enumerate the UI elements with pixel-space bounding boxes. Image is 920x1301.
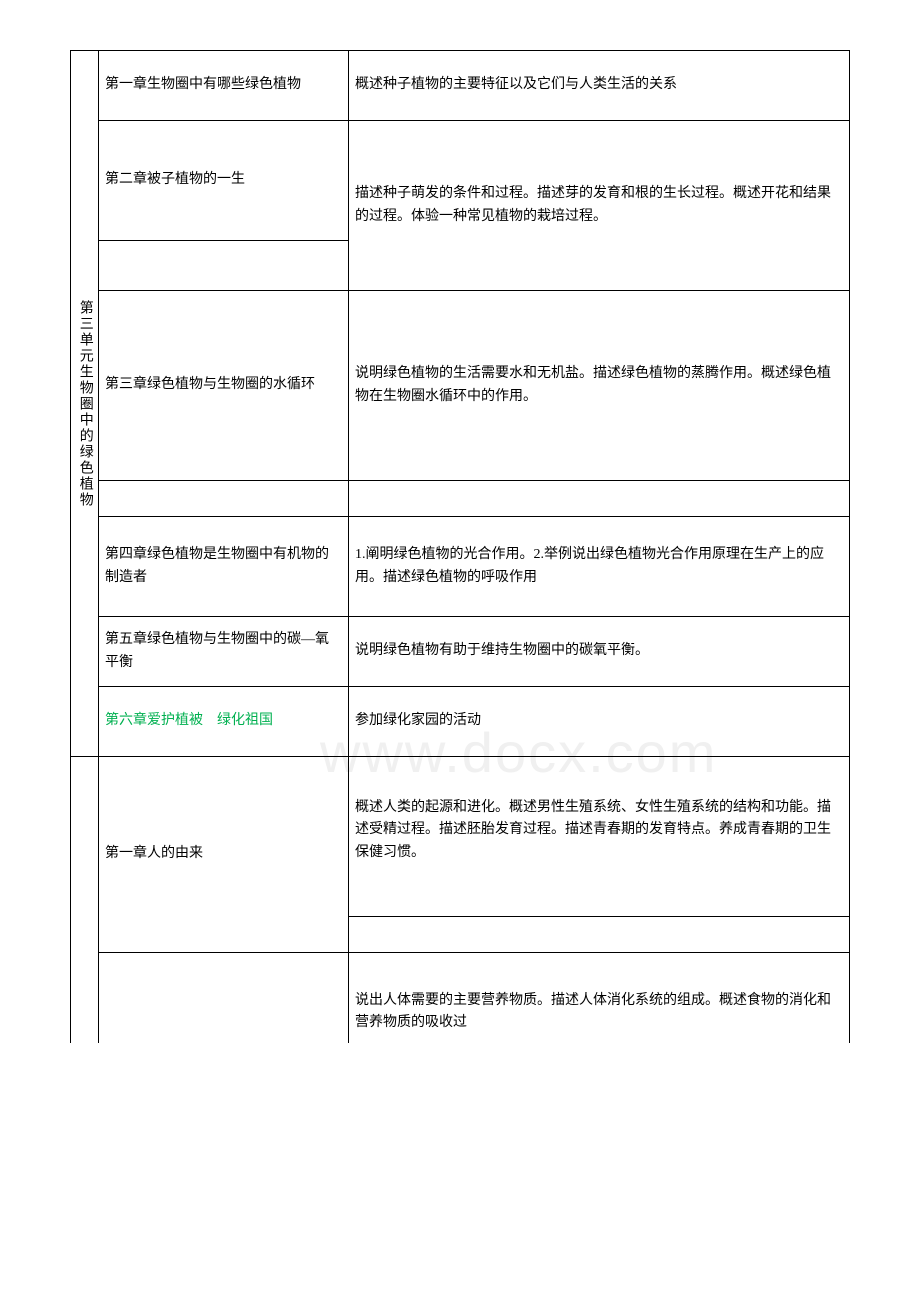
description-cell: 概述人类的起源和进化。概述男性生殖系统、女性生殖系统的结构和功能。描述受精过程。…: [349, 757, 850, 917]
description-cell-empty: [349, 917, 850, 953]
chapter-cell: 第一章人的由来: [99, 757, 349, 953]
description-cell: 参加绿化家园的活动: [349, 687, 850, 757]
chapter-cell: 第一章生物圈中有哪些绿色植物: [99, 51, 349, 121]
chapter-cell: 第三章绿色植物与生物圈的水循环: [99, 291, 349, 481]
unit-label-cell-empty: [71, 757, 99, 1043]
table-row: 第四章绿色植物是生物圈中有机物的制造者 1.阐明绿色植物的光合作用。2.举例说出…: [71, 517, 850, 617]
table-row: 第一章人的由来 概述人类的起源和进化。概述男性生殖系统、女性生殖系统的结构和功能…: [71, 757, 850, 917]
description-cell: 概述种子植物的主要特征以及它们与人类生活的关系: [349, 51, 850, 121]
table-row: 第三单元生物圈中的绿色植物 第一章生物圈中有哪些绿色植物 概述种子植物的主要特征…: [71, 51, 850, 121]
table-row: 第六章爱护植被 绿化祖国 参加绿化家园的活动: [71, 687, 850, 757]
table-row: 第二章被子植物的一生 描述种子萌发的条件和过程。描述芽的发育和根的生长过程。概述…: [71, 121, 850, 241]
table-row: 第五章绿色植物与生物圈中的碳—氧平衡 说明绿色植物有助于维持生物圈中的碳氧平衡。: [71, 617, 850, 687]
table-row: 第三章绿色植物与生物圈的水循环 说明绿色植物的生活需要水和无机盐。描述绿色植物的…: [71, 291, 850, 481]
description-cell: 说明绿色植物的生活需要水和无机盐。描述绿色植物的蒸腾作用。概述绿色植物在生物圈水…: [349, 291, 850, 481]
chapter-cell: 第五章绿色植物与生物圈中的碳—氧平衡: [99, 617, 349, 687]
chapter-cell: 第四章绿色植物是生物圈中有机物的制造者: [99, 517, 349, 617]
description-cell: 描述种子萌发的条件和过程。描述芽的发育和根的生长过程。概述开花和结果的过程。体验…: [349, 121, 850, 291]
table-row: [71, 481, 850, 517]
chapter-cell: 第二章被子植物的一生: [99, 121, 349, 241]
chapter-cell-empty: [99, 241, 349, 291]
chapter-cell-empty: [99, 953, 349, 1043]
description-cell: 1.阐明绿色植物的光合作用。2.举例说出绿色植物光合作用原理在生产上的应用。描述…: [349, 517, 850, 617]
description-cell: 说明绿色植物有助于维持生物圈中的碳氧平衡。: [349, 617, 850, 687]
description-cell: 说出人体需要的主要营养物质。描述人体消化系统的组成。概述食物的消化和营养物质的吸…: [349, 953, 850, 1043]
curriculum-table: 第三单元生物圈中的绿色植物 第一章生物圈中有哪些绿色植物 概述种子植物的主要特征…: [70, 50, 850, 1043]
unit-label-cell: 第三单元生物圈中的绿色植物: [71, 51, 99, 757]
unit-label-text: 第三单元生物圈中的绿色植物: [73, 300, 95, 508]
table-row: 说出人体需要的主要营养物质。描述人体消化系统的组成。概述食物的消化和营养物质的吸…: [71, 953, 850, 1043]
chapter-cell-empty: [99, 481, 349, 517]
chapter-cell-green: 第六章爱护植被 绿化祖国: [99, 687, 349, 757]
description-cell-empty: [349, 481, 850, 517]
